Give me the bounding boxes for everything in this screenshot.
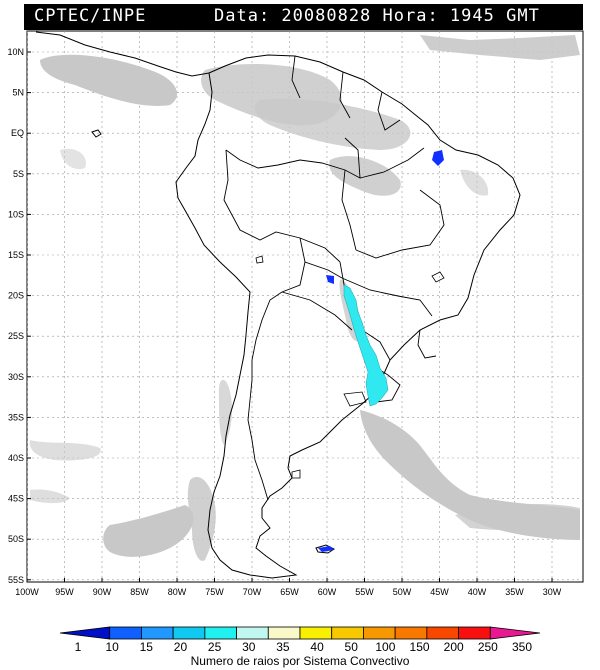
color-bar-segment [141,626,174,640]
lat-label: 20S [8,291,24,301]
lon-label: 60W [318,587,337,597]
lon-label: 85W [130,587,149,597]
lat-label: 40S [8,453,24,463]
coastlines [35,31,521,579]
color-bar-label: 250 [478,640,498,654]
lat-label: 5N [12,88,24,98]
color-bar-label: 30 [242,640,256,654]
color-bar-label: 25 [208,640,222,654]
lon-label: 95W [55,587,74,597]
lat-label: 50S [8,534,24,544]
lon-label: 35W [505,587,524,597]
color-bar-label: 350 [512,640,532,654]
lightning-cell-blue [326,275,334,284]
color-bar-segment [172,626,206,640]
lat-label: 25S [8,331,24,341]
south-america-outline [175,54,521,579]
color-bar-segment [458,626,491,640]
color-bar-segment [426,626,459,640]
lon-label: 55W [355,587,374,597]
lat-label: EQ [11,128,24,138]
color-bar [59,626,541,640]
color-bar-segment [204,626,237,640]
color-bar-segment [363,626,396,640]
color-bar-labels: 1 10 15 20 25 30 35 40 50 100 150 200 250 350 [75,640,533,654]
color-bar-label: 200 [444,640,464,654]
cloud-cover [29,35,580,561]
color-bar-label: 35 [276,640,290,654]
lon-label: 70W [243,587,262,597]
color-bar-label: 50 [345,640,359,654]
lightning-cell-blue [318,546,334,552]
lon-label: 30W [543,587,562,597]
lon-label: 45W [430,587,449,597]
color-bar-segment [394,626,428,640]
falklands-outline [315,544,335,554]
color-bar-segment [109,626,142,640]
longitude-labels: 100W 95W 90W 85W 80W 75W 70W 65W 60W 55W 50W 45W 40W… [15,578,562,597]
date-time-label: Data: 20080828 Hora: 1945 GMT [214,6,540,26]
lat-label: 35S [8,412,24,422]
country-borders [223,55,445,501]
lat-label: 5S [13,169,24,179]
color-bar-segment [331,626,364,640]
lon-label: 80W [168,587,187,597]
lightning-cells [318,150,444,552]
color-bar-label: 1 [75,640,82,654]
legend-title: Numero de raios por Sistema Convectivo [190,654,410,668]
lat-label: 10N [7,47,24,57]
lon-label: 75W [205,587,224,597]
central-america-outline [35,31,210,77]
color-bar-segment [236,626,269,640]
color-bar-segment [489,626,541,640]
lat-label: 45S [8,494,24,504]
lon-label: 65W [280,587,299,597]
lat-label: 15S [8,250,24,260]
galapagos-outline [91,129,102,138]
lon-label: 50W [393,587,412,597]
lon-label: 40W [468,587,487,597]
color-bar-segment [299,626,333,640]
color-bar-label: 20 [174,640,188,654]
color-bar-label: 40 [310,640,324,654]
lat-label: 10S [8,209,24,219]
color-bar-label: 150 [410,640,430,654]
latitude-labels: 10N 5N EQ 5S 10S 15S 20S 25S 30S 35S 40S 45S 50S 55S [7,47,31,585]
lon-label: 90W [93,587,112,597]
color-bar-segment [267,626,301,640]
lightning-cell-cyan [343,284,389,407]
graticule [27,31,583,582]
color-bar-label: 100 [375,640,395,654]
title-bar: CPTEC/INPE Data: 20080828 Hora: 1945 GMT [24,4,583,30]
source-label: CPTEC/INPE [34,6,147,26]
color-bar-segment [59,626,111,640]
lakes [255,255,445,479]
lightning-cell-blue [432,150,444,166]
lat-label: 55S [8,575,24,585]
lat-label: 30S [8,372,24,382]
color-bar-label: 15 [140,640,154,654]
lon-label: 100W [15,587,39,597]
color-bar-label: 10 [105,640,119,654]
